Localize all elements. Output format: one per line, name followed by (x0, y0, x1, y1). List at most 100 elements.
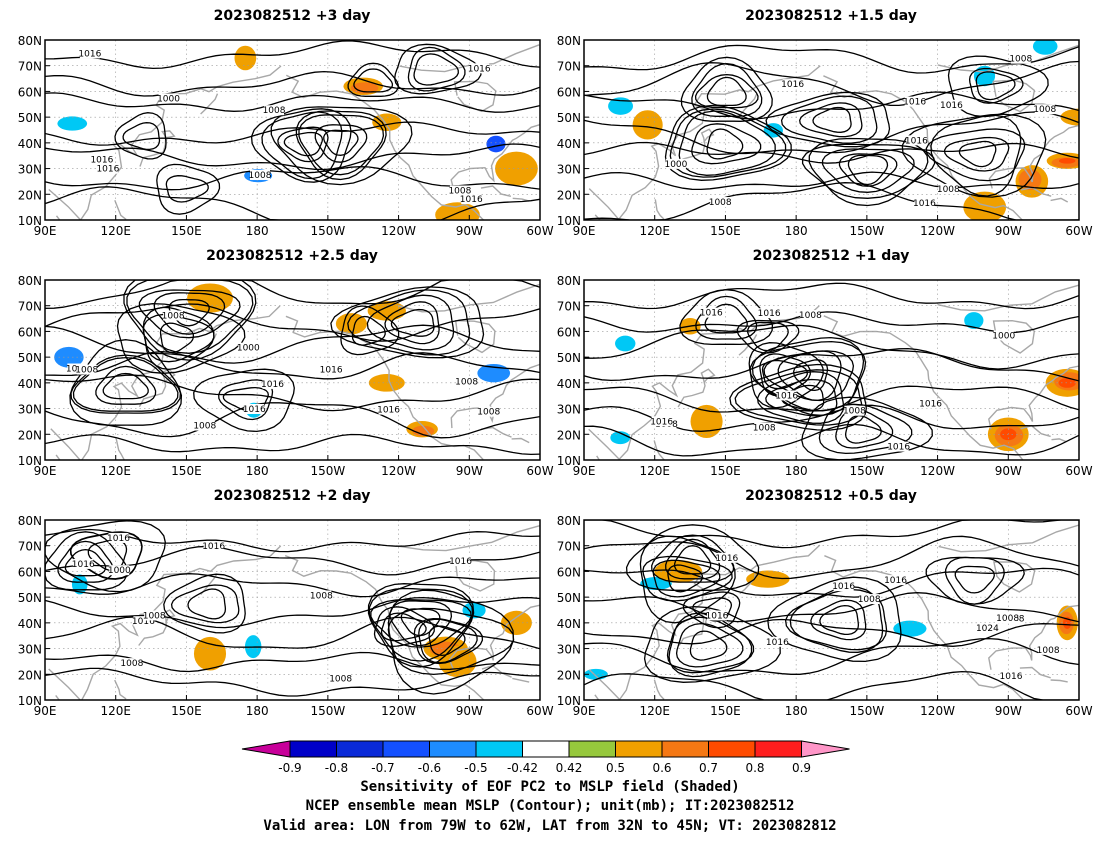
sensitivity-blob-core (57, 116, 88, 131)
sensitivity-blob-peak (415, 426, 429, 433)
contour-label-bg (461, 194, 482, 205)
contour-label-bg (262, 378, 283, 389)
mslp-contour (812, 106, 852, 133)
mslp-contour (153, 292, 226, 335)
mslp-contour (45, 651, 540, 673)
mslp-contour (584, 347, 1079, 382)
mslp-contour (901, 113, 1047, 198)
colorbar-tick: -0.7 (371, 761, 394, 775)
mslp-contour (218, 379, 274, 421)
colorbar-swatch (708, 740, 756, 758)
contour-label: 1016 (449, 557, 472, 567)
coastline (200, 93, 219, 115)
mslp-contour (389, 600, 453, 647)
mslp-contour (847, 154, 889, 186)
mslp-contour (45, 143, 540, 171)
mslp-contour (193, 368, 295, 433)
lat-tick-label: 40N (18, 377, 42, 391)
contour-label: 1008 (709, 198, 732, 208)
lat-tick-label: 50N (18, 111, 42, 125)
coastline (992, 79, 1036, 113)
mslp-contour (187, 588, 227, 620)
mslp-contour (387, 589, 515, 695)
lon-tick-label: 150E (171, 464, 202, 478)
colorbar-tick: 0.8 (745, 761, 764, 775)
coastline (285, 74, 485, 220)
mslp-contour (45, 616, 540, 650)
mslp-contour (384, 301, 440, 345)
mslp-contour (370, 598, 472, 648)
lat-tick-label: 50N (18, 591, 42, 605)
coastline (988, 124, 1079, 189)
contour-label-bg (450, 556, 471, 567)
coastline (480, 185, 512, 197)
contour-label-bg (133, 616, 154, 627)
mslp-contour (584, 637, 1079, 675)
mslp-contour (353, 68, 394, 93)
contour-label-bg (1038, 644, 1059, 655)
mslp-contour (116, 303, 246, 374)
mslp-contour (756, 371, 845, 424)
mslp-contour (45, 92, 540, 113)
contour-label: 1008 (455, 377, 478, 387)
coastline (481, 664, 512, 678)
contour-label: 1000 (237, 344, 260, 354)
sensitivity-blob-core (893, 620, 927, 637)
lon-tick-label: 90W (995, 464, 1022, 478)
contour-label: 1008 (753, 423, 776, 433)
mslp-contour (413, 617, 484, 665)
mslp-contour (413, 53, 459, 86)
caption-line-3: Valid area: LON from 79W to 62W, LAT fro… (263, 818, 836, 834)
colorbar-tick: -0.8 (325, 761, 348, 775)
coastline (115, 438, 125, 460)
mslp-contour (729, 363, 867, 431)
mslp-contour (407, 46, 466, 92)
lat-tick-label: 20N (557, 188, 581, 202)
contour-label-bg (109, 565, 130, 576)
mslp-contour (810, 599, 867, 641)
mslp-contour (390, 308, 435, 337)
mslp-contour (789, 586, 884, 653)
contour-label: 1008 (162, 311, 185, 321)
mslp-contour (925, 128, 1026, 182)
panel-title: 2023082512 +0.5 day (745, 488, 917, 504)
mslp-contour (808, 137, 929, 207)
contour-label-bg (759, 308, 780, 319)
colorbar-swatch (289, 740, 337, 758)
lat-tick-label: 30N (557, 643, 581, 657)
mslp-contour (323, 129, 359, 156)
contour-label: 1000 (157, 94, 180, 104)
mslp-contour (138, 289, 241, 339)
contour-label-bg (665, 158, 686, 169)
panel-title: 2023082512 +3 day (214, 8, 371, 24)
map-frame (583, 39, 1080, 221)
lon-tick-label: 60W (1065, 224, 1092, 238)
lon-tick-label: 150W (310, 224, 345, 238)
mslp-contour (270, 106, 413, 186)
contour-label-bg (469, 63, 490, 74)
mslp-contour (930, 114, 1022, 197)
colorbar-swatch (429, 740, 477, 758)
lon-tick-label: 180 (246, 704, 269, 718)
colorbar-tick: 0.7 (699, 761, 718, 775)
lat-tick-label: 20N (18, 428, 42, 442)
contour-label: 1016 (320, 365, 343, 375)
contour-label: 1008 (1009, 55, 1032, 65)
mslp-contour (368, 587, 474, 662)
lon-tick-label: 150W (849, 224, 884, 238)
lat-tick-label: 10N (18, 214, 42, 228)
mslp-contour (844, 414, 882, 444)
lat-tick-label: 80N (18, 274, 42, 288)
mslp-contour (694, 73, 759, 109)
contour-label-bg (800, 310, 821, 321)
lat-tick-label: 70N (18, 60, 42, 74)
map-frame (583, 519, 1080, 701)
lat-tick-label: 10N (18, 454, 42, 468)
contour-label: 1016 (715, 554, 738, 564)
mslp-contour (767, 576, 902, 663)
lon-tick-label: 120W (920, 704, 955, 718)
colorbar-tick: 0.42 (556, 761, 583, 775)
contour-label: 1016 (1000, 672, 1023, 682)
mslp-contour (159, 322, 195, 354)
lat-tick-label: 50N (557, 591, 581, 605)
